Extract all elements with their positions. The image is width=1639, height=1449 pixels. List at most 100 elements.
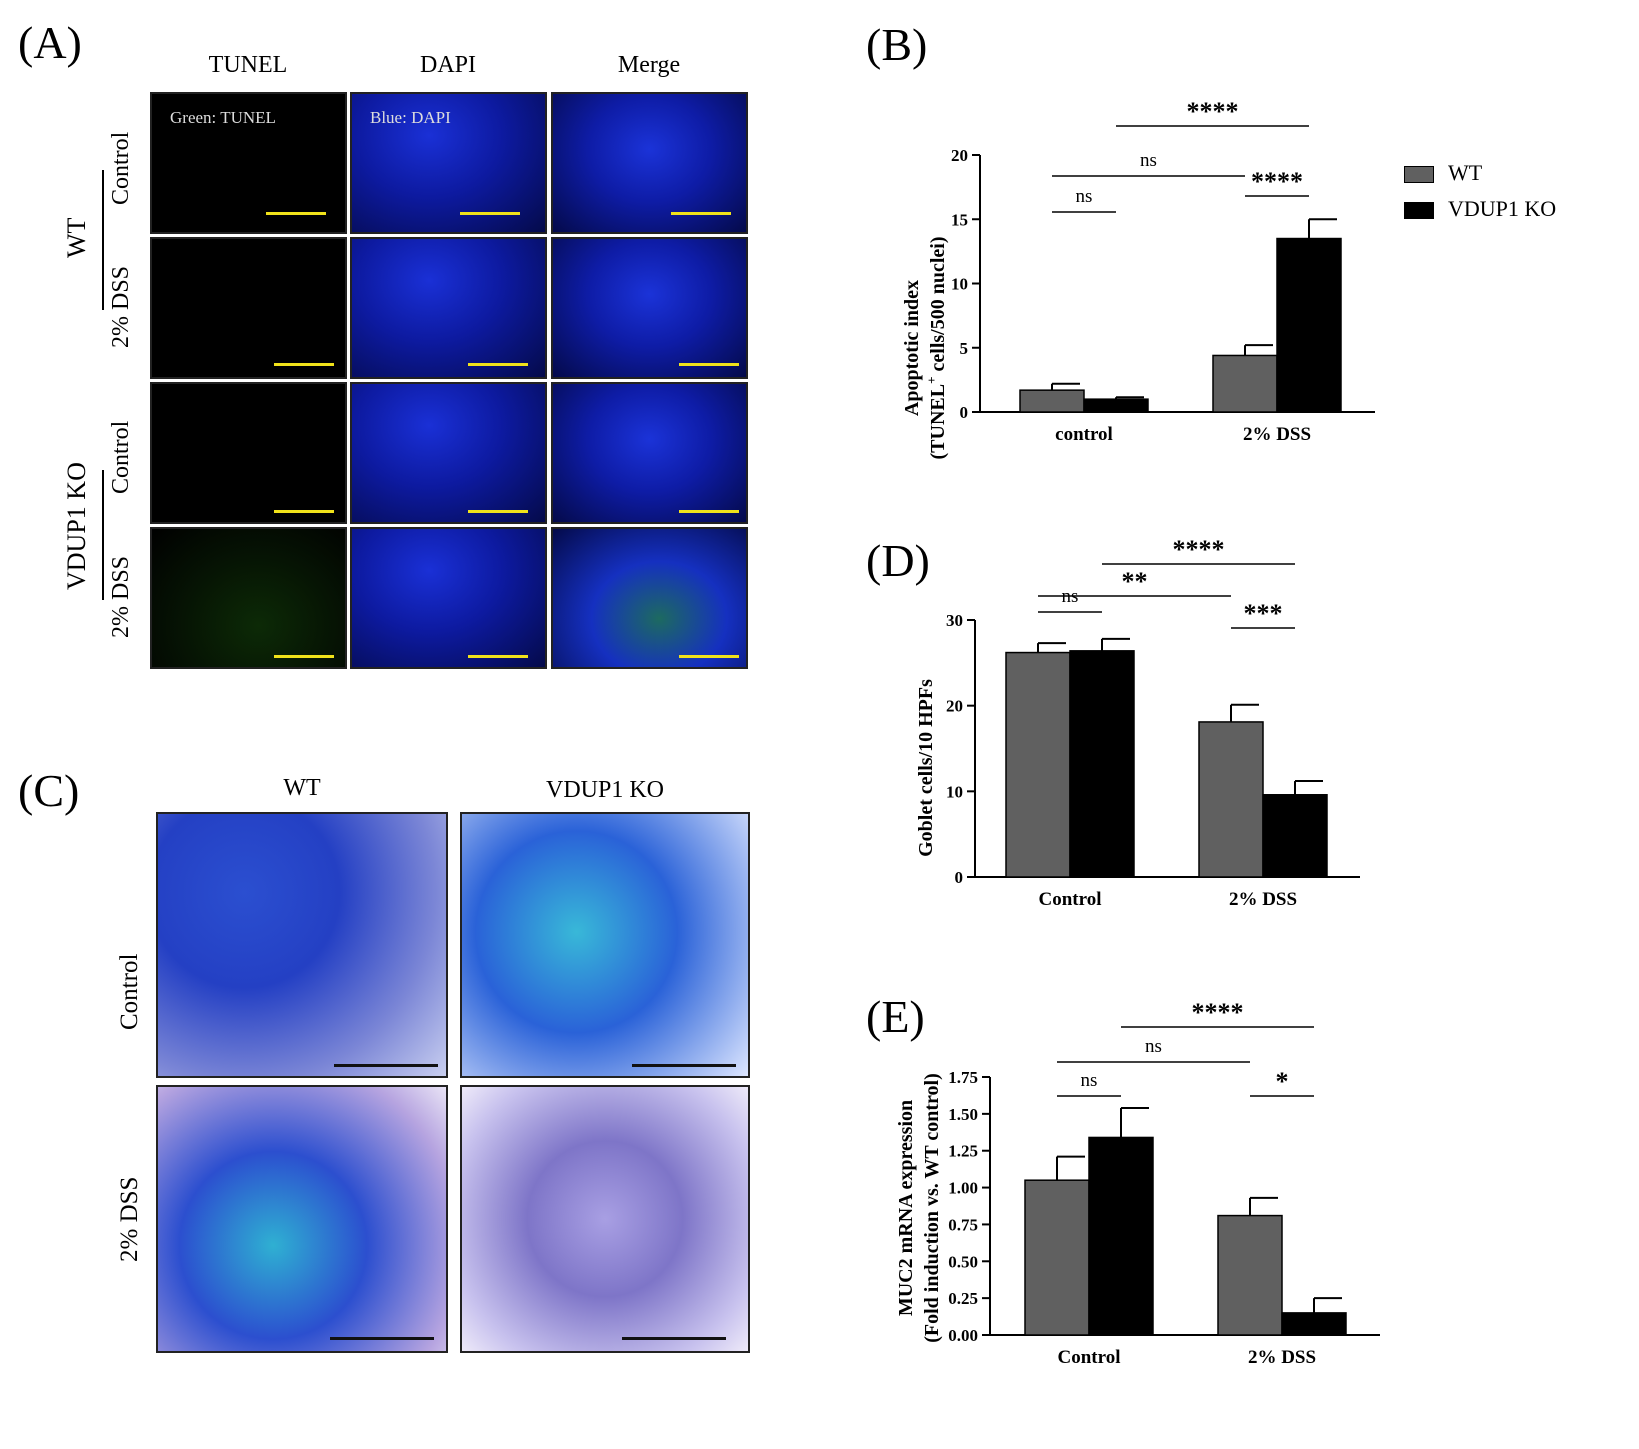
panel-a-group-wt: WT [62, 217, 91, 258]
chart-b-ylabel: Apoptotic index (TUNEL+ cells/500 nuclei… [901, 237, 949, 460]
y-tick-label: 0.50 [948, 1252, 978, 1271]
significance-label: ns [1081, 1070, 1098, 1091]
panel-d-label: (D) [866, 535, 930, 586]
panel-a-row-wt-dss: 2% DSS [108, 265, 134, 348]
y-tick-label: 0.25 [948, 1289, 978, 1308]
chart-b-ylabel-sup: + [924, 376, 939, 383]
x-category-label: Control [1058, 1347, 1121, 1368]
y-tick-label: 20 [951, 146, 968, 165]
micrograph-merge-ko-control [551, 382, 748, 524]
x-category-label: 2% DSS [1243, 424, 1311, 445]
chart-d: Goblet cells/10 HPFs 0 10 20 30 Control 2% DS… [915, 535, 1360, 910]
bar [1212, 354, 1278, 413]
scale-bar [460, 212, 520, 215]
panel-a-group-ko-bracket [102, 470, 104, 600]
significance-label: **** [1173, 535, 1225, 564]
legend-label-wt: WT [1448, 160, 1483, 185]
y-tick-label: 1.75 [948, 1068, 978, 1087]
scale-bar [274, 510, 334, 513]
legend-swatch-ko [1404, 202, 1434, 220]
panel-c-label: (C) [18, 765, 80, 816]
legend-label-ko: VDUP1 KO [1448, 196, 1557, 221]
chart-d-ylabel: Goblet cells/10 HPFs [915, 679, 937, 857]
panel-a-group-wt-bracket [102, 170, 104, 310]
y-tick-label: 0.00 [948, 1326, 978, 1345]
x-category-label: 2% DSS [1248, 1347, 1316, 1368]
y-tick-label: 0 [960, 403, 969, 422]
scale-bar [679, 363, 739, 366]
panel-c-row-dss: 2% DSS [116, 1176, 143, 1262]
scale-bar [671, 212, 731, 215]
bar [1005, 651, 1071, 878]
micrograph-ab-wt-control [156, 812, 448, 1078]
panel-a-col-merge: Merge [617, 52, 681, 78]
scale-bar [274, 363, 334, 366]
x-category-label: control [1055, 424, 1113, 445]
chart-b-plot: 0 5 10 15 20 control 2% DSS ns ns **** **** [951, 100, 1375, 445]
scale-bar [679, 655, 739, 658]
y-tick-label: 10 [946, 782, 963, 801]
micrograph-merge-wt-dss [551, 237, 748, 379]
scale-bar [266, 212, 326, 215]
overlay-green-tunel: Green: TUNEL [170, 108, 276, 127]
significance-label: ns [1145, 1036, 1162, 1057]
significance-label: * [1276, 1067, 1289, 1096]
significance-label: *** [1244, 599, 1283, 628]
micrograph-tunel-wt-dss [150, 237, 347, 379]
y-tick-label: 15 [951, 210, 968, 229]
y-tick-label: 1.00 [948, 1179, 978, 1198]
scale-bar [330, 1337, 434, 1340]
significance-label: **** [1187, 100, 1239, 126]
significance-label: **** [1251, 167, 1303, 196]
y-tick-label: 1.50 [948, 1105, 978, 1124]
scale-bar [468, 655, 528, 658]
significance-label: ns [1076, 186, 1093, 207]
panel-a-row-ko-dss: 2% DSS [108, 555, 134, 638]
micrograph-merge-wt-control [551, 92, 748, 234]
panel-a-row-ko-control: Control [108, 420, 134, 494]
panel-c-row-control: Control [116, 953, 143, 1030]
micrograph-ab-ko-control [460, 812, 750, 1078]
scale-bar [622, 1337, 726, 1340]
scale-bar [274, 655, 334, 658]
micrograph-tunel-ko-dss [150, 527, 347, 669]
legend-item-ko: VDUP1 KO [1404, 196, 1556, 222]
bar [1262, 794, 1328, 878]
bar [1024, 1179, 1090, 1336]
y-tick-label: 10 [951, 275, 968, 294]
overlay-blue-dapi: Blue: DAPI [370, 108, 451, 127]
panel-e-label: (E) [866, 991, 925, 1042]
bar [1083, 398, 1149, 413]
scale-bar [679, 510, 739, 513]
bar [1276, 237, 1342, 413]
significance-label: ** [1122, 567, 1148, 596]
x-category-label: Control [1039, 889, 1102, 910]
bar [1281, 1312, 1347, 1336]
micrograph-ab-ko-dss [460, 1085, 750, 1353]
chart-e-plot: 0.00 0.25 0.50 0.75 1.00 1.25 1.50 1.75 Control 2… [948, 998, 1380, 1368]
bar [1198, 721, 1264, 878]
chart-b: Apoptotic index (TUNEL+ cells/500 nuclei… [901, 100, 1375, 460]
y-tick-label: 5 [960, 339, 969, 358]
legend-swatch-wt [1404, 166, 1434, 184]
micrograph-ab-wt-dss [156, 1085, 448, 1353]
y-tick-label: 30 [946, 611, 963, 630]
micrograph-dapi-ko-dss [350, 527, 547, 669]
chart-e-ylabel-line1: MUC2 mRNA expression [895, 1100, 917, 1316]
bar [1088, 1136, 1154, 1336]
legend-item-wt: WT [1404, 160, 1482, 186]
micrograph-tunel-ko-control [150, 382, 347, 524]
significance-label: ns [1140, 150, 1157, 171]
panel-b-label: (B) [866, 19, 928, 70]
scale-bar [334, 1064, 438, 1067]
micrograph-dapi-wt-dss [350, 237, 547, 379]
x-category-label: 2% DSS [1229, 889, 1297, 910]
chart-b-ylabel-line2: (TUNEL+ cells/500 nuclei) [924, 237, 949, 460]
panel-a-row-wt-control: Control [108, 131, 134, 205]
micrograph-dapi-ko-control [350, 382, 547, 524]
chart-b-ylabel-line1: Apoptotic index [901, 280, 923, 416]
significance-label: **** [1192, 998, 1244, 1027]
y-tick-label: 1.25 [948, 1142, 978, 1161]
scale-bar [468, 510, 528, 513]
